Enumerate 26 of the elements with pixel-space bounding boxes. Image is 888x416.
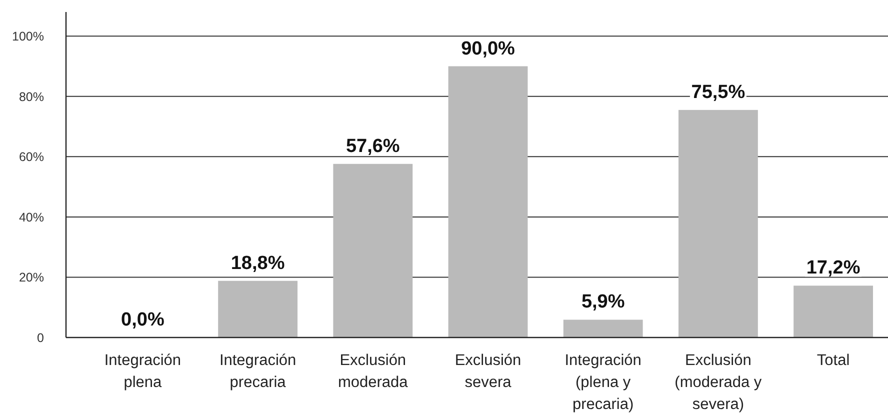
data-label: 0,0% [121, 310, 164, 330]
bar [448, 66, 528, 338]
data-label: 75,5% [691, 82, 746, 103]
bar [563, 320, 643, 338]
data-label: 5,9% [581, 292, 625, 313]
y-tick-label: 40% [18, 210, 44, 224]
x-tick-label: Total [816, 352, 850, 369]
y-tick-label: 60% [18, 150, 44, 164]
y-tick-label: 80% [18, 90, 44, 104]
data-label: 17,2% [806, 258, 860, 279]
data-label: 90,0% [461, 38, 516, 60]
bar [218, 280, 298, 338]
y-tick-label: 100% [12, 29, 44, 44]
x-tick-label: Integración (plena y precaria) [564, 352, 642, 413]
x-tick-label: Integración precaria [219, 352, 296, 391]
x-tick-label: Exclusión (moderada y severa) [674, 352, 762, 413]
bar [794, 286, 873, 338]
y-tick-label: 20% [18, 270, 44, 285]
x-tick-label: Exclusión moderada [338, 352, 408, 391]
y-tick-label: 0 [37, 330, 44, 345]
data-label: 18,8% [230, 252, 285, 274]
bar [333, 164, 413, 338]
x-tick-label: Exclusión severa [454, 352, 522, 391]
x-tick-label: Integración plena [104, 352, 182, 391]
bar [678, 110, 758, 338]
data-label: 57,6% [346, 136, 400, 157]
